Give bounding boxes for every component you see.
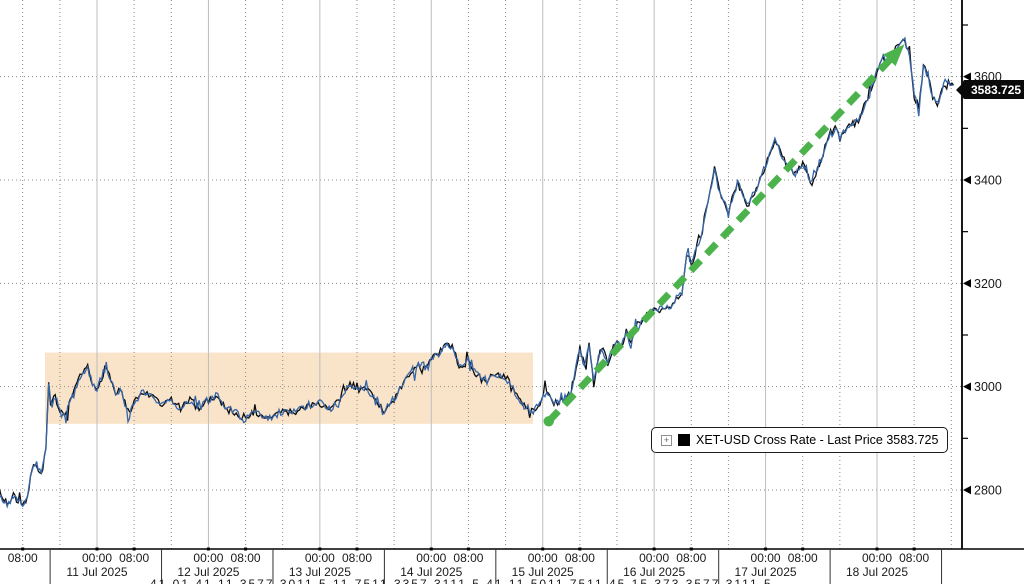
trend-arrow bbox=[543, 44, 905, 427]
last-price-value: 3583.725 bbox=[971, 82, 1022, 97]
x-date-label: 16 Jul 2025 bbox=[623, 565, 685, 579]
x-time-label: 08:00 bbox=[899, 551, 929, 565]
x-date-label: 11 Jul 2025 bbox=[66, 565, 127, 579]
y-axis-label: 3400 bbox=[974, 173, 1002, 187]
x-time-label: 08:00 bbox=[788, 551, 818, 565]
x-time-label: 08:00 bbox=[342, 551, 372, 565]
x-time-label: 08:00 bbox=[119, 551, 149, 565]
trend-arrow-head bbox=[883, 44, 905, 67]
x-date-label: 17 Jul 2025 bbox=[735, 565, 797, 579]
x-date-label: 18 Jul 2025 bbox=[846, 565, 908, 579]
x-date-label: 12 Jul 2025 bbox=[177, 565, 239, 579]
x-time-label: 00:00 bbox=[751, 551, 781, 565]
x-tick-mark bbox=[875, 547, 879, 551]
legend-series-label: XET-USD Cross Rate - Last Price 3583.725 bbox=[696, 433, 939, 447]
legend[interactable]: + XET-USD Cross Rate - Last Price 3583.7… bbox=[651, 427, 949, 453]
legend-series-swatch bbox=[678, 434, 690, 446]
y-major-tick-arrow bbox=[963, 175, 971, 185]
y-major-tick-arrow bbox=[963, 72, 971, 81]
x-tick-mark bbox=[355, 547, 359, 551]
x-time-label: 00:00 bbox=[416, 551, 446, 565]
price-line-blue bbox=[0, 36, 954, 509]
x-tick-mark bbox=[764, 547, 768, 551]
x-tick-mark bbox=[132, 547, 136, 551]
x-time-label: 00:00 bbox=[305, 551, 335, 565]
x-time-label: 08:00 bbox=[453, 551, 483, 565]
x-tick-mark bbox=[689, 547, 693, 551]
last-price-axis-tag: 3583.725 bbox=[956, 80, 1024, 99]
y-axis-label: 3200 bbox=[974, 277, 1002, 291]
x-time-label: 08:00 bbox=[231, 551, 261, 565]
gridlines bbox=[0, 0, 962, 549]
x-time-label: 00:00 bbox=[193, 551, 223, 565]
x-time-label: 08:00 bbox=[8, 551, 38, 565]
x-tick-mark bbox=[244, 547, 248, 551]
x-time-label: 08:00 bbox=[565, 551, 595, 565]
x-tick-mark bbox=[578, 547, 582, 551]
clipped-footer-text: 41 01 41 11 3577 3011 5 11 7511 3357 311… bbox=[150, 578, 950, 584]
trend-arrow-start-dot bbox=[543, 416, 554, 427]
y-axis-label: 2800 bbox=[974, 484, 1002, 498]
x-time-label: 08:00 bbox=[676, 551, 706, 565]
x-tick-mark bbox=[318, 547, 322, 551]
x-tick-mark bbox=[429, 547, 433, 551]
trend-arrow-line bbox=[546, 48, 901, 424]
x-tick-mark bbox=[801, 547, 805, 551]
x-time-label: 00:00 bbox=[82, 551, 112, 565]
x-tick-mark bbox=[206, 547, 210, 551]
x-tick-mark bbox=[541, 547, 545, 551]
x-tick-mark bbox=[912, 547, 916, 551]
x-tick-mark bbox=[466, 547, 470, 551]
x-time-label: 00:00 bbox=[528, 551, 558, 565]
y-major-tick-arrow bbox=[963, 485, 971, 495]
x-time-label: 00:00 bbox=[862, 551, 892, 565]
x-time-label: 00:00 bbox=[639, 551, 669, 565]
y-major-tick-arrow bbox=[963, 279, 971, 288]
y-axis-label: 3000 bbox=[974, 380, 1002, 394]
x-tick-mark bbox=[652, 547, 656, 551]
legend-expand-icon[interactable]: + bbox=[661, 434, 672, 446]
y-major-tick-arrow bbox=[963, 382, 971, 391]
x-date-label: 14 Jul 2025 bbox=[400, 565, 462, 579]
x-date-label: 13 Jul 2025 bbox=[289, 565, 351, 579]
x-tick-mark bbox=[95, 547, 99, 551]
x-date-label: 15 Jul 2025 bbox=[512, 565, 574, 579]
x-tick-mark bbox=[21, 547, 25, 551]
